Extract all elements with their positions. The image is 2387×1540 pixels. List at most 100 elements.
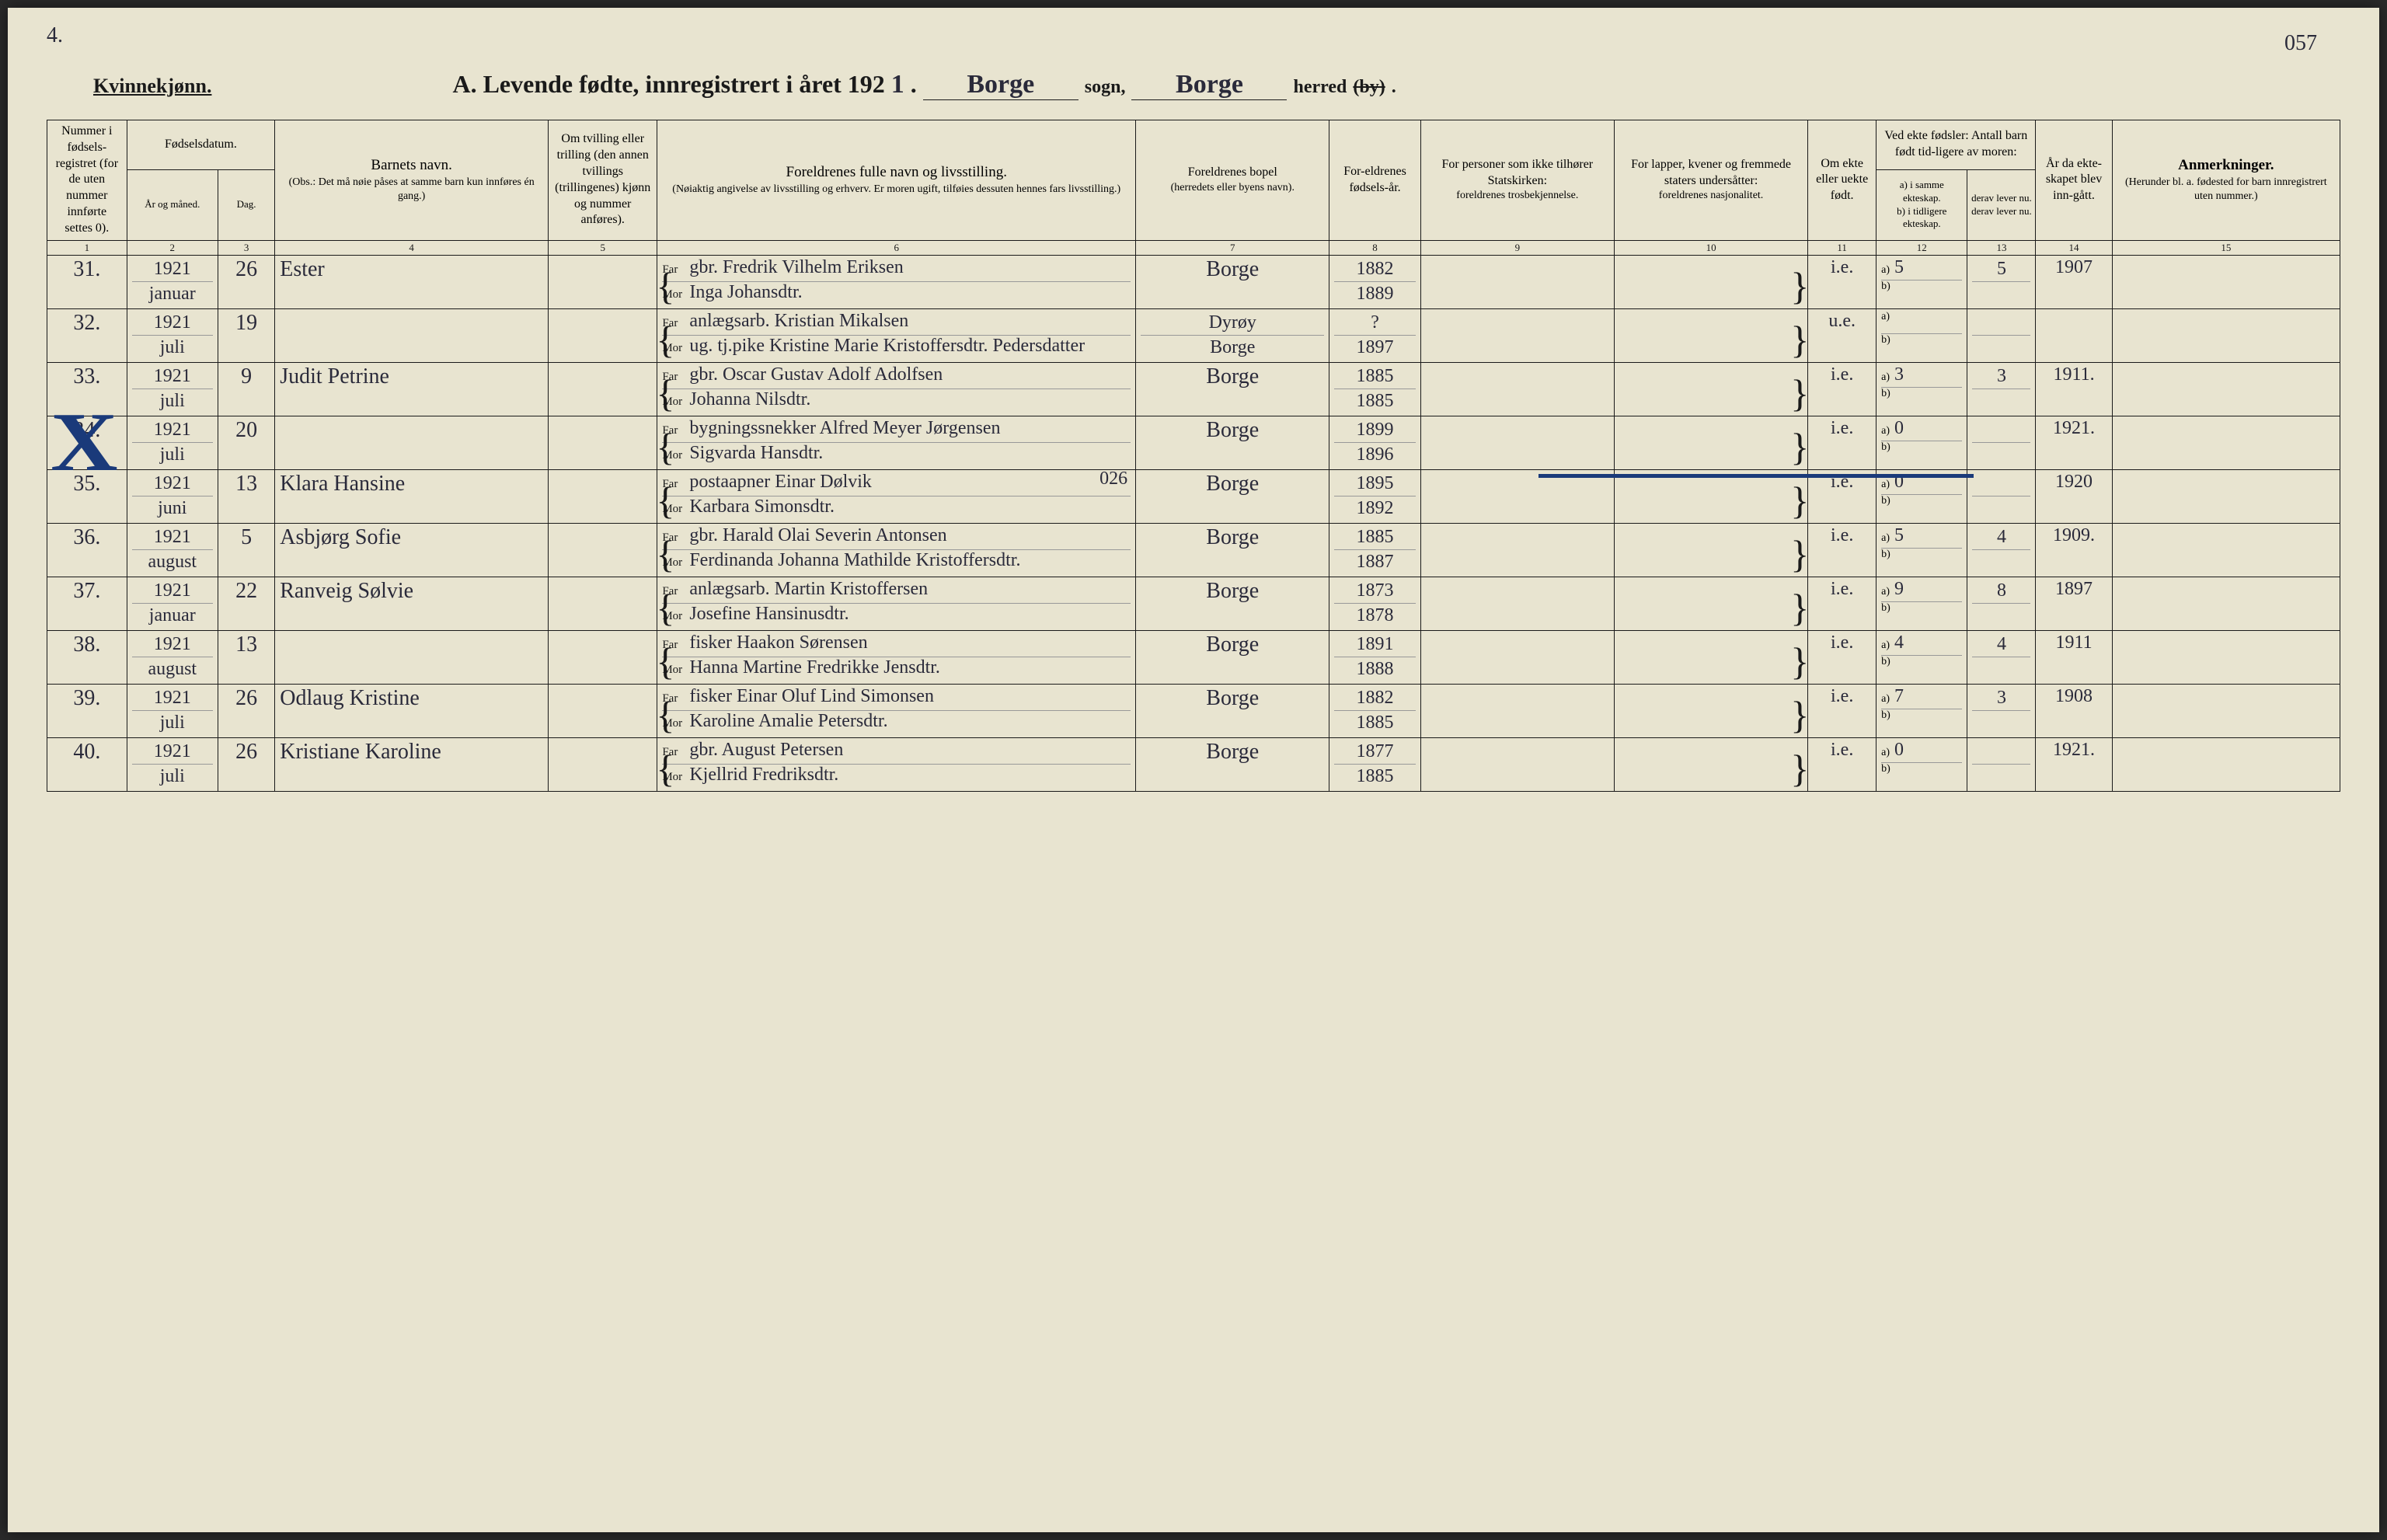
day: 5 [218,523,274,577]
children-same-marriage: a)9 b) [1876,577,1967,630]
legitimate: i.e. [1808,416,1876,469]
table-row: 35. 1921juni 13 Klara Hansine 026 Farpos… [47,469,2340,523]
twin-info [549,416,657,469]
children-alive: 4 [1967,630,2036,684]
parents: Faranlægsarb. Kristian Mikalsen Morug. t… [657,308,1136,362]
year-month: 1921juli [127,684,218,737]
col-parent-birthyear: For-eldrenes fødsels-år. [1329,120,1420,241]
day: 19 [218,308,274,362]
title-prefix: A. Levende fødte, innregistrert i året 1… [452,70,884,99]
column-number-row: 1 2 3 4 5 6 7 8 9 10 11 12 13 14 15 [47,240,2340,255]
col-year-month: År og måned. [127,169,218,240]
col-childname: Barnets navn. (Obs.: Det må nøie påses a… [275,120,549,241]
day: 22 [218,577,274,630]
entry-number: 32. [47,308,127,362]
col-alive-now: derav lever nu. derav lever nu. [1967,169,2036,240]
remarks [2112,684,2340,737]
col-religion: For personer som ikke tilhører Statskirk… [1420,120,1614,241]
remarks [2112,630,2340,684]
entry-number: 38. [47,630,127,684]
legitimate: i.e. [1808,737,1876,791]
parents: Fargbr. Fredrik Vilhelm Eriksen MorInga … [657,255,1136,308]
col-birthdate: Fødselsdatum. [127,120,275,170]
children-same-marriage: a) b) [1876,308,1967,362]
remarks [2112,255,2340,308]
twin-info [549,362,657,416]
year-month: 1921juli [127,737,218,791]
religion [1420,416,1614,469]
table-row: 38. 1921august 13 Farfisker Haakon Søren… [47,630,2340,684]
parent-birthyears: 18851887 [1329,523,1420,577]
entry-number: 36. [47,523,127,577]
child-name: Kristiane Karoline [275,737,549,791]
entry-number: 35. [47,469,127,523]
year-month: 1921august [127,630,218,684]
children-same-marriage: a)0 b) [1876,416,1967,469]
day: 26 [218,684,274,737]
legitimate: i.e. [1808,469,1876,523]
table-header: Nummer i fødsels-registret (for de uten … [47,120,2340,256]
parents: Farbygningssnekker Alfred Meyer Jørgense… [657,416,1136,469]
child-name: Ester [275,255,549,308]
children-alive: 4 [1967,523,2036,577]
residence: Borge [1136,469,1329,523]
remarks [2112,469,2340,523]
parent-birthyears: 18851885 [1329,362,1420,416]
parents: Fargbr. Oscar Gustav Adolf Adolfsen MorJ… [657,362,1136,416]
marriage-year: 1921. [2036,416,2112,469]
child-name [275,416,549,469]
religion [1420,577,1614,630]
col-residence: Foreldrenes bopel (herredets eller byens… [1136,120,1329,241]
residence: Borge [1136,684,1329,737]
col-nationality: For lapper, kvener og fremmede staters u… [1614,120,1807,241]
entry-number: 33. [47,362,127,416]
marriage-year [2036,308,2112,362]
marriage-year: 1920 [2036,469,2112,523]
legitimate: u.e. [1808,308,1876,362]
twin-info [549,255,657,308]
child-name: Judit Petrine [275,362,549,416]
children-alive: 3 [1967,684,2036,737]
child-name: Klara Hansine [275,469,549,523]
residence: DyrøyBorge [1136,308,1329,362]
religion [1420,523,1614,577]
year-suffix: 1 [891,70,904,99]
parents: Fargbr. Harald Olai Severin Antonsen Mor… [657,523,1136,577]
day: 20 [218,416,274,469]
remarks [2112,416,2340,469]
year-month: 1921januar [127,577,218,630]
marriage-year: 1909. [2036,523,2112,577]
religion [1420,469,1614,523]
year-month: 1921juni [127,469,218,523]
nationality [1614,362,1807,416]
children-alive: 5 [1967,255,2036,308]
children-same-marriage: a)7 b) [1876,684,1967,737]
children-alive: 8 [1967,577,2036,630]
child-name: Odlaug Kristine [275,684,549,737]
nationality [1614,308,1807,362]
herred-value: Borge [1131,70,1287,100]
children-alive: 3 [1967,362,2036,416]
day: 13 [218,630,274,684]
page-number-topright: 057 [2284,31,2317,56]
parent-birthyears: 18911888 [1329,630,1420,684]
table-row: 34. 1921juli 20 Farbygningssnekker Alfre… [47,416,2340,469]
sogn-label: sogn, [1085,77,1126,98]
year-month: 1921juli [127,362,218,416]
marriage-year: 1911 [2036,630,2112,684]
residence: Borge [1136,255,1329,308]
year-month: 1921juli [127,416,218,469]
child-name: Asbjørg Sofie [275,523,549,577]
children-same-marriage: a)5 b) [1876,255,1967,308]
legitimate: i.e. [1808,255,1876,308]
remarks [2112,308,2340,362]
religion [1420,255,1614,308]
marriage-year: 1911. [2036,362,2112,416]
residence: Borge [1136,737,1329,791]
nationality [1614,630,1807,684]
twin-info [549,684,657,737]
remarks [2112,362,2340,416]
page-title: A. Levende fødte, innregistrert i året 1… [452,70,1396,100]
remarks [2112,577,2340,630]
table-row: 39. 1921juli 26 Odlaug Kristine Farfiske… [47,684,2340,737]
